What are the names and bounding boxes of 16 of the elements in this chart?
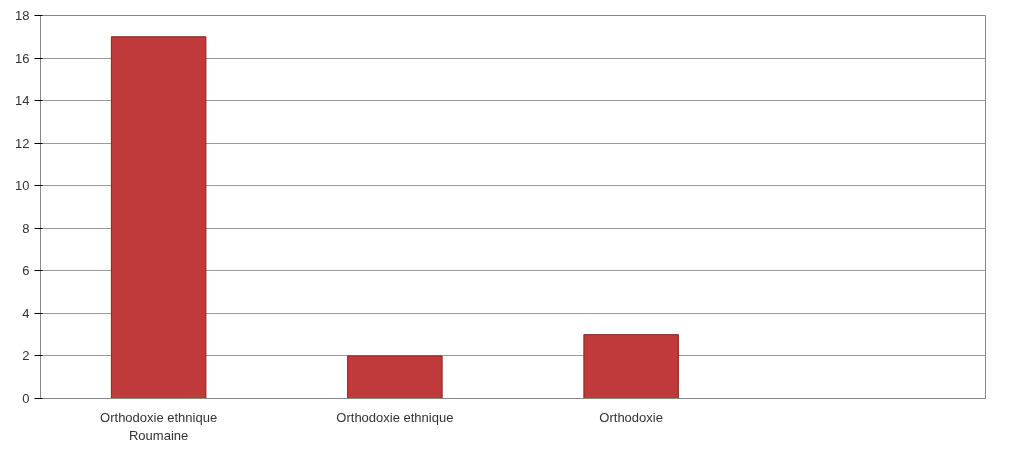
x-tick-label: Orthodoxie	[599, 409, 663, 425]
y-tick-label: 14	[15, 93, 30, 109]
y-tick-label: 10	[15, 178, 30, 194]
y-tick-label: 16	[15, 50, 30, 66]
bar	[110, 36, 207, 399]
y-tick-label: 2	[22, 348, 30, 364]
x-tick-label: Orthodoxie ethnique Roumaine	[100, 409, 218, 443]
x-tick-label: Orthodoxie ethnique	[336, 409, 454, 425]
bar	[347, 355, 443, 399]
y-tick-label: 8	[22, 220, 30, 236]
y-tick-label: 4	[22, 305, 30, 321]
bar	[583, 334, 679, 399]
y-tick-label: 6	[22, 263, 30, 279]
y-tick-label: 0	[22, 391, 30, 406]
y-tick-label: 12	[15, 135, 30, 151]
y-tick-label: 18	[15, 8, 30, 23]
